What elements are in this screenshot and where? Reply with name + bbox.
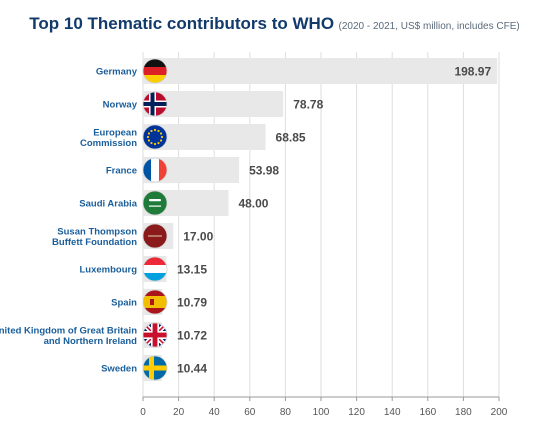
x-tick-label: 120 [348,407,365,418]
category-label-line: Luxembourg [79,265,137,276]
bar-row: 10.44 Sweden [101,355,207,381]
category-label-line: Norway [103,100,138,111]
category-label: Saudi Arabia [79,199,137,210]
bar-row: 48.00 Saudi Arabia [79,190,269,216]
spain-flag-icon [142,289,168,315]
value-label: 10.79 [177,296,207,310]
category-label: European Commission [80,127,137,149]
value-label: 10.44 [177,362,207,376]
bar-row: 10.79 Spain [111,289,207,315]
value-label: 198.97 [454,65,491,79]
norway-flag-icon [142,91,168,117]
sweden-flag-icon [142,355,168,381]
x-tick-label: 180 [455,407,472,418]
category-label-line: Germany [96,67,138,78]
category-label-line: Sweden [101,364,137,375]
bar-row: 10.72 United Kingdom of Great Britain and … [0,322,207,348]
eu-flag-icon [142,124,168,150]
saudi-flag-icon [142,190,168,216]
x-tick-label: 60 [244,407,256,418]
category-label-line: Saudi Arabia [79,199,137,210]
x-tick-label: 40 [209,407,221,418]
x-tick-label: 140 [384,407,401,418]
category-label-line: Spain [111,298,137,309]
foundation-logo-icon [142,223,168,249]
uk-flag-icon [142,322,168,348]
bar-row: 17.00 Susan Thompson Buffett Foundation [52,223,214,249]
x-tick-label: 0 [140,407,146,418]
germany-flag-icon [142,58,168,84]
france-flag-icon [142,157,168,183]
bar-row: 78.78 Norway [103,91,324,117]
category-label: Luxembourg [79,265,137,276]
category-label-line: Buffett Foundation [52,237,137,248]
bar-row: 198.97 Germany [96,58,498,84]
category-label: Susan Thompson Buffett Foundation [52,226,137,248]
chart-title-block: Top 10 Thematic contributors to WHO (202… [0,14,549,34]
bar [143,58,498,84]
category-label-line: Susan Thompson [57,226,137,237]
x-tick-label: 200 [491,407,508,418]
category-label-line: Commission [80,138,137,149]
bar-row: 68.85 European Commission [80,124,306,150]
category-label-line: United Kingdom of Great Britain [0,325,137,336]
category-label: Spain [111,298,137,309]
x-tick-label: 20 [173,407,185,418]
chart-title: Top 10 Thematic contributors to WHO [29,14,335,33]
x-tick-label: 160 [419,407,436,418]
x-axis-ticks: 0 20 40 60 80 100 120 140 160 180 200 [140,397,508,418]
luxembourg-flag-icon [142,256,168,282]
value-label: 48.00 [238,197,268,211]
value-label: 68.85 [276,131,306,145]
value-label: 13.15 [177,263,207,277]
value-label: 78.78 [293,98,323,112]
bar-row: 53.98 France [106,157,279,183]
bar-row: 13.15 Luxembourg [79,256,207,282]
category-label-line: and Northern Ireland [44,336,138,347]
category-label-line: France [106,166,137,177]
x-tick-label: 80 [280,407,292,418]
value-label: 17.00 [183,230,213,244]
value-label: 10.72 [177,329,207,343]
category-label: France [106,166,137,177]
chart-subtitle: (2020 - 2021, US$ million, includes CFE) [338,21,520,32]
category-label: United Kingdom of Great Britain and North… [0,325,137,347]
category-label: Sweden [101,364,137,375]
x-tick-label: 100 [313,407,330,418]
category-label: Germany [96,67,138,78]
value-label: 53.98 [249,164,279,178]
category-label-line: European [93,127,137,138]
category-label: Norway [103,100,138,111]
